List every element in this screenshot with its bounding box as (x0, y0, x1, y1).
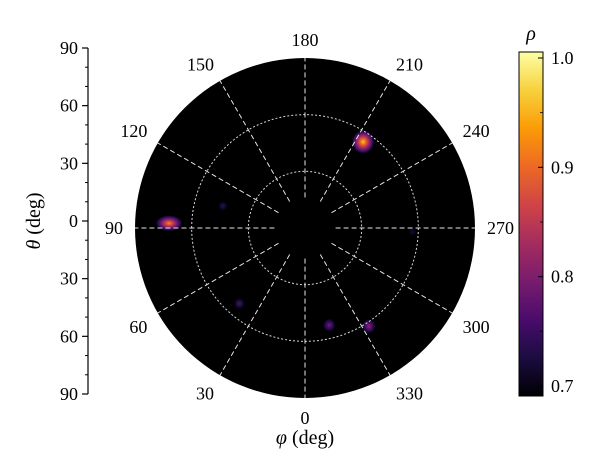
phi-tick-label: 240 (463, 121, 490, 141)
colorbar-tick-label: 0.8 (551, 267, 574, 287)
grid-spoke (219, 254, 291, 376)
grid-spoke (219, 80, 291, 202)
x-axis-symbol: φ (276, 427, 287, 449)
colorbar: 1.0 0.9 0.8 0.7 (518, 48, 574, 397)
theta-tick-label: 60 (60, 326, 78, 346)
theta-tick-label: 90 (60, 384, 78, 404)
theta-tick-label: 0 (69, 211, 78, 231)
data-spot (351, 129, 375, 155)
x-axis-unit: (deg) (287, 427, 334, 449)
colorbar-tick-label: 0.9 (551, 157, 574, 177)
grid-spoke (319, 254, 391, 376)
grid-spoke (157, 142, 279, 214)
phi-tick-label: 90 (105, 218, 123, 238)
polar-grid (135, 58, 475, 398)
data-spot (408, 227, 417, 236)
phi-tick-label: 330 (396, 384, 423, 404)
data-spots (155, 129, 417, 334)
plot-area: 0 30 60 90 120 150 180 210 240 270 300 330 (105, 30, 514, 428)
phi-tick-labels: 0 30 60 90 120 150 180 210 240 270 300 330 (105, 30, 514, 428)
phi-tick-label: 150 (187, 54, 214, 74)
phi-tick-label: 300 (463, 317, 490, 337)
data-spot (361, 318, 376, 334)
theta-tick-label: 90 (60, 38, 78, 58)
grid-spoke (157, 242, 279, 314)
phi-tick-label: 210 (396, 54, 423, 74)
data-spot (155, 214, 184, 232)
theta-tick-label: 30 (60, 269, 78, 289)
data-spot (233, 297, 245, 310)
colorbar-gradient (518, 51, 544, 397)
polar-plot-disk (135, 58, 475, 398)
phi-tick-label: 30 (196, 384, 214, 404)
colorbar-tick-label: 0.7 (551, 376, 574, 396)
y-axis-unit: (deg) (23, 192, 45, 239)
grid-spoke (331, 242, 453, 314)
x-axis-label: φ (deg) (276, 427, 334, 449)
theta-tick-label: 60 (60, 96, 78, 116)
phi-tick-label: 0 (301, 408, 310, 428)
grid-spoke (331, 142, 453, 214)
data-spot (218, 201, 228, 211)
y-axis-symbol: θ (23, 240, 45, 250)
phi-tick-label: 60 (129, 317, 147, 337)
theta-axis: 90 60 30 0 30 60 90 (60, 38, 89, 404)
y-axis-label: θ (deg) (23, 192, 45, 249)
phi-tick-label: 270 (487, 218, 514, 238)
theta-tick-label: 30 (60, 153, 78, 173)
colorbar-tick-label: 1.0 (551, 48, 574, 68)
colorbar-label: ρ (525, 23, 536, 45)
grid-spoke (319, 80, 391, 202)
data-spot (322, 318, 336, 332)
phi-tick-label: 180 (292, 30, 319, 50)
phi-tick-label: 120 (120, 121, 147, 141)
